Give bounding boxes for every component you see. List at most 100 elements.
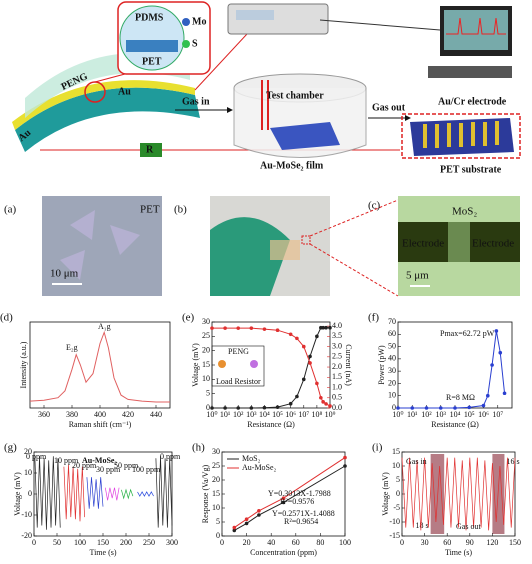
y-tick-label: 10 <box>212 503 220 512</box>
point <box>262 405 267 410</box>
y-tick-label: 5 <box>206 388 210 397</box>
photo-a <box>42 196 162 296</box>
point <box>232 528 237 533</box>
y-axis-label: Power (pW) <box>377 345 386 385</box>
point <box>275 405 280 409</box>
x-tick-label: 90 <box>466 538 474 547</box>
y-tick-label: 10 <box>392 461 400 470</box>
display <box>236 10 274 20</box>
point <box>343 464 347 468</box>
x-tick-label: 10⁷ <box>492 410 503 419</box>
x-tick-label: 10⁴ <box>259 410 270 419</box>
y2-tick-label: 2.5 <box>332 352 342 361</box>
legend-label: MoS₂ <box>242 454 261 463</box>
panel-label: (a) <box>4 204 17 216</box>
point <box>498 350 503 355</box>
point <box>232 525 237 530</box>
annotation: 10 ppm <box>54 456 79 465</box>
point <box>249 326 254 330</box>
label: Electrode <box>472 238 514 250</box>
scale-label: 10 μm <box>50 268 79 280</box>
x-tick-label: 10¹ <box>407 410 418 419</box>
plot-frame <box>29 321 171 409</box>
panel-label: (f) <box>368 312 379 324</box>
series-line <box>137 491 154 497</box>
x-tick-label: 80 <box>316 538 324 547</box>
y-tick-label: 10 <box>202 374 210 383</box>
y-tick-label: 15 <box>212 489 220 498</box>
au-layer <box>12 80 195 130</box>
x-tick-label: 250 <box>143 538 155 547</box>
point <box>288 332 293 337</box>
y-tick-label: 30 <box>388 366 396 375</box>
x-tick-label: 380 <box>66 410 78 419</box>
x-tick-label: 100 <box>74 538 86 547</box>
y-tick-label: 50 <box>388 341 396 350</box>
panel-label: (c) <box>368 200 381 212</box>
label: PDMS <box>135 12 164 23</box>
point <box>328 404 332 408</box>
y2-tick-label: 4.0 <box>332 321 342 330</box>
annotation: Y=0.2571X-1.4088 <box>272 509 335 518</box>
series-line <box>212 327 330 409</box>
point <box>315 334 319 339</box>
label: Au/Cr electrode <box>438 96 507 107</box>
point <box>295 336 299 341</box>
y-tick-label: -10 <box>389 517 400 526</box>
point <box>244 517 249 521</box>
scale-label: 5 μm <box>406 270 429 282</box>
series-line <box>63 464 85 522</box>
flakes <box>60 210 140 280</box>
annotation: R²=0.9576 <box>280 497 314 506</box>
y2-axis-label: Current (nA) <box>344 344 353 386</box>
y-tick-label: 30 <box>212 447 220 456</box>
point <box>257 513 261 517</box>
x-tick-label: 50 <box>53 538 61 547</box>
probes <box>261 80 269 130</box>
x-tick-label: 10⁸ <box>311 410 322 419</box>
point <box>244 521 249 526</box>
annotation: R=8 MΩ <box>446 393 475 402</box>
series-line <box>212 327 331 407</box>
point <box>257 509 261 513</box>
y2-tick-label: 1.5 <box>332 372 342 381</box>
keyboard <box>428 66 512 78</box>
pet-layer <box>15 87 200 152</box>
zoom-line <box>309 199 399 237</box>
x-tick-label: 10³ <box>246 410 257 419</box>
point <box>490 363 494 367</box>
point <box>410 406 415 410</box>
panel-label: (h) <box>192 442 205 454</box>
y2-tick-label: 1.0 <box>332 382 342 391</box>
annotation: Load Resistor <box>216 377 261 386</box>
film <box>270 240 300 260</box>
screen <box>444 10 508 50</box>
series-line <box>121 488 134 500</box>
label: Gas in <box>182 96 210 107</box>
point <box>281 500 286 505</box>
point <box>210 326 214 330</box>
zoom-box <box>301 235 311 245</box>
annotation: 100 ppm <box>132 465 161 474</box>
y-tick-label: 0 <box>392 403 396 412</box>
x-tick-label: 360 <box>38 410 50 419</box>
x-tick-label: 440 <box>150 410 162 419</box>
y-tick-label: 60 <box>388 329 396 338</box>
annotation: 0 ppm <box>160 452 181 461</box>
y-axis-label: Response (Va/Vg) <box>201 464 210 523</box>
label: R <box>146 144 154 155</box>
x-tick-label: 0 <box>400 538 404 547</box>
annotation: 0 ppm <box>26 452 47 461</box>
gas-window <box>430 454 445 534</box>
series-line <box>401 457 516 531</box>
resistor <box>140 143 162 157</box>
y2-tick-label: 3.5 <box>332 331 342 340</box>
x-axis-label: Resistance (Ω) <box>431 420 479 429</box>
annotation: 20 ppm <box>72 461 97 470</box>
x-tick-label: 30 <box>421 538 429 547</box>
x-tick-label: 100 <box>339 538 351 547</box>
legend-label: Au-MoSe₂ <box>242 463 277 472</box>
annotation: 30 ppm <box>96 465 121 474</box>
y-tick-label: 20 <box>388 378 396 387</box>
